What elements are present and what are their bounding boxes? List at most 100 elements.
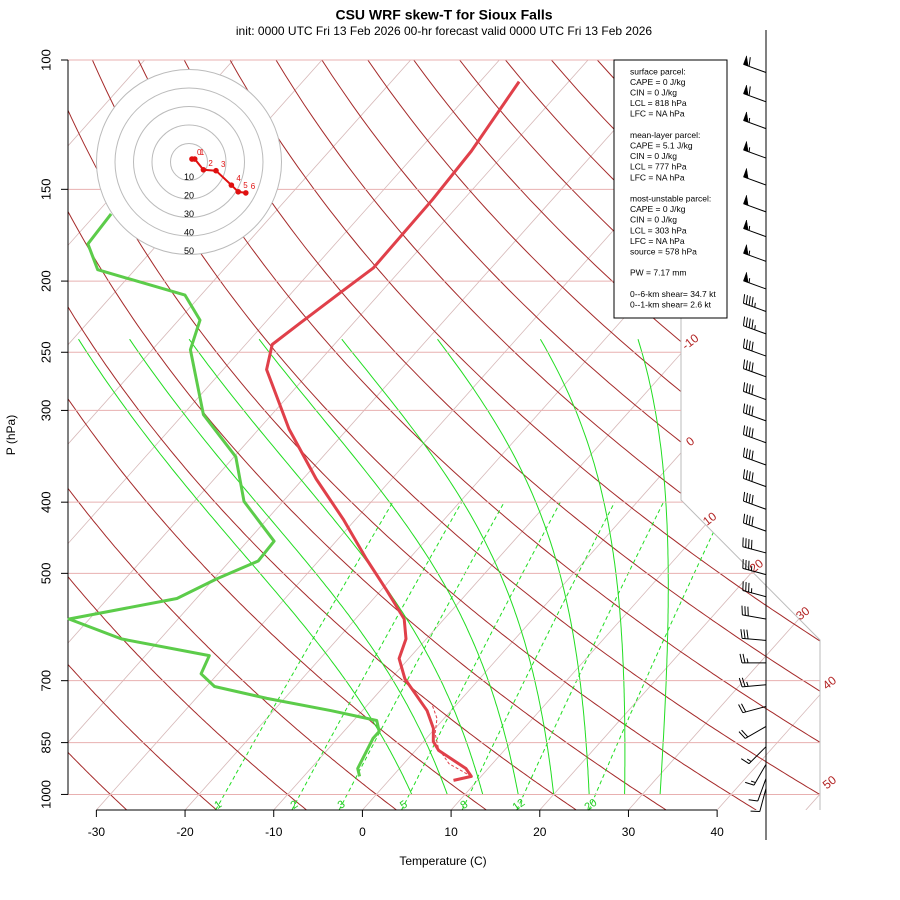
mixing-ratio-label: 5	[398, 798, 410, 811]
wind-barb	[743, 194, 767, 213]
hodograph-ring	[133, 106, 245, 218]
hodograph-point	[213, 167, 219, 174]
dry-adiabat	[68, 60, 397, 810]
barb-shaft	[742, 581, 767, 598]
wind-barb	[741, 605, 767, 620]
moist-adiabat	[258, 338, 519, 795]
mixing-ratio-line	[461, 501, 616, 810]
barb-shaft	[750, 788, 767, 813]
dry-adiabat	[321, 60, 820, 810]
barb-flag	[743, 167, 749, 179]
barb-flag	[743, 219, 749, 231]
moist-adiabat	[637, 339, 669, 795]
mixing-ratio-label: 8	[458, 798, 470, 811]
wind-barb	[738, 677, 767, 688]
info-line: LFC = NA hPa	[630, 236, 685, 246]
mixing-ratio-label: 12	[510, 797, 527, 814]
isotherm	[68, 60, 589, 810]
hodograph-ring-label: 30	[184, 209, 194, 219]
hodograph-ring	[170, 143, 208, 181]
mixing-ratio-line	[401, 501, 561, 810]
info-line: LCL = 777 hPa	[630, 162, 687, 172]
barb-shaft	[742, 447, 767, 466]
barb-shaft	[741, 605, 767, 620]
hodograph-ring-label: 20	[184, 190, 194, 200]
wind-barb	[743, 84, 767, 103]
wind-barb	[739, 653, 766, 664]
wind-barb	[742, 338, 767, 357]
wind-barb	[742, 559, 767, 576]
info-box	[613, 59, 728, 319]
info-line: CAPE = 0 J/kg	[630, 77, 686, 87]
barb-flag	[743, 84, 749, 96]
barb-flag	[743, 110, 749, 123]
dry-adiabat	[91, 60, 820, 810]
y-tick-label: 100	[38, 49, 53, 71]
dry-adiabat	[68, 60, 128, 810]
barb-shaft	[739, 653, 766, 664]
barb-shaft	[742, 316, 767, 335]
wind-barb	[742, 294, 767, 312]
chart-title: CSU WRF skew-T for Sioux Falls	[335, 7, 552, 23]
info-line: CAPE = 0 J/kg	[630, 204, 686, 214]
barb-shaft	[742, 469, 767, 488]
wind-barb	[742, 316, 767, 335]
wind-barb	[742, 491, 767, 510]
wind-barb	[738, 726, 767, 739]
info-line: CAPE = 5.1 J/kg	[630, 140, 693, 150]
barb-shaft	[742, 559, 767, 576]
isotherm	[628, 60, 820, 810]
mixing-ratio-line	[215, 501, 394, 810]
barb-shaft	[738, 726, 767, 739]
barb-shaft	[748, 778, 767, 802]
moist-adiabat	[539, 338, 626, 795]
barb-shaft	[742, 537, 767, 554]
wind-barb	[742, 537, 767, 554]
wind-barb	[738, 703, 767, 714]
y-tick-label: 1000	[38, 780, 53, 809]
wind-barb	[743, 243, 767, 262]
y-axis-label: P (hPa)	[4, 415, 18, 455]
wind-barb	[742, 513, 767, 532]
barb-shaft	[738, 703, 767, 714]
x-axis-label: Temperature (C)	[399, 854, 486, 868]
info-line: 0--1-km shear= 2.6 kt	[630, 299, 712, 309]
barb-shaft	[745, 764, 767, 786]
hodograph-height-label: 0	[197, 148, 202, 157]
dry-adiabat	[275, 60, 820, 810]
y-tick-label: 200	[38, 270, 53, 292]
plot-layer: 1 2 3 5 8 12 201001502002503004005007008501000…	[38, 49, 839, 839]
mixing-ratio-label: 1	[212, 798, 224, 811]
wind-barb	[742, 359, 767, 378]
y-tick-label: 850	[38, 732, 53, 754]
barb-flag	[743, 194, 749, 206]
info-line: surface parcel:	[630, 66, 686, 76]
barb-shaft	[742, 338, 767, 357]
hodograph-ring	[114, 87, 264, 237]
y-tick-label: 700	[38, 670, 53, 692]
hodograph-height-label: 3	[221, 160, 226, 169]
barb-shaft	[742, 382, 767, 401]
isotherm	[539, 60, 820, 810]
info-line: CIN = 0 J/kg	[630, 87, 677, 97]
wind-barb	[742, 425, 767, 444]
hodograph-height-label: 2	[208, 159, 213, 168]
dry-adiabat	[68, 60, 757, 810]
moist-adiabat	[129, 338, 448, 795]
mixing-ratio-line	[516, 501, 664, 810]
moist-adiabat	[78, 338, 413, 795]
hodograph-point	[235, 188, 242, 195]
x-tick-label: -20	[176, 825, 194, 839]
y-tick-label: 500	[38, 562, 53, 584]
moist-adiabat	[437, 338, 590, 795]
wind-barb	[742, 469, 767, 488]
profile-line	[265, 80, 521, 782]
y-tick-label: 300	[38, 400, 53, 422]
wind-barb	[743, 140, 767, 159]
x-tick-label: -10	[265, 825, 283, 839]
y-tick-label: 150	[38, 178, 53, 200]
wind-barb	[742, 382, 767, 401]
mixing-ratio-label: 3	[336, 798, 348, 811]
wind-barb	[743, 167, 767, 186]
wind-barb	[740, 746, 767, 765]
